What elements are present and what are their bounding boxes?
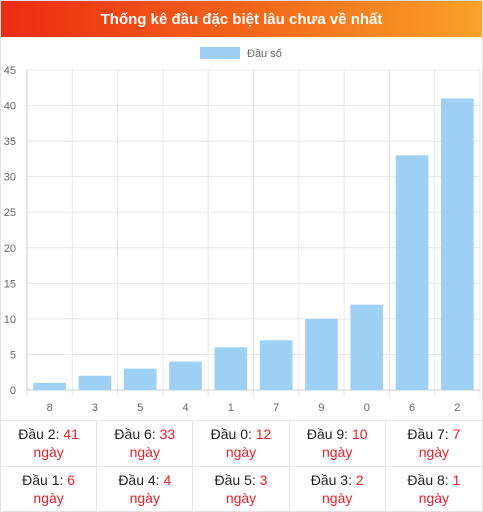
stat-value: 10 [351,426,368,443]
bar [395,155,429,390]
stat-cell: Đầu 8: 1 ngày [385,465,482,512]
stat-unit: ngày [33,489,64,506]
stat-cell: Đầu 2: 41 ngày [1,420,98,466]
bar [33,382,66,390]
stat-label: Đầu 1: [22,471,64,488]
y-tick-label: 5 [10,349,16,361]
stat-unit: ngày [322,444,353,461]
stat-unit: ngày [225,444,257,461]
stat-label: Đầu 3: [310,471,352,488]
y-tick-label: 45 [4,65,16,77]
stat-cell: Đầu 1: 6 ngày [1,465,98,511]
y-tick-label: 0 [10,385,16,397]
stat-value: 7 [452,426,461,443]
y-tick-label: 40 [4,101,16,113]
y-tick-label: 20 [4,243,16,255]
y-tick-label: 35 [4,136,16,148]
stat-cell: Đầu 5: 3 ngày [193,465,290,511]
x-tick-label: 1 [228,402,234,414]
stat-unit: ngày [129,444,160,461]
bar [169,361,202,390]
stat-value: 12 [255,426,272,443]
x-tick-label: 9 [318,402,324,414]
stat-unit: ngày [418,489,450,506]
stat-unit: ngày [33,444,64,461]
x-tick-label: 2 [454,402,460,414]
stat-label: Đầu 6: [114,426,156,443]
stat-value: 1 [452,471,461,488]
header-bar: Thống kê đầu đặc biệt lâu chưa về nhất [1,1,482,37]
y-tick-label: 30 [4,172,16,184]
stat-label: Đầu 9: [306,426,349,443]
legend: Đầu số [200,47,282,60]
stat-value: 41 [63,426,79,443]
stat-label: Đầu 2: [18,426,60,443]
x-tick-label: 4 [182,402,188,414]
x-tick-label: 5 [137,402,143,414]
page-title: Thống kê đầu đặc biệt lâu chưa về nhất [100,10,383,28]
stats-grid: Đầu 2: 41 ngày Đầu 6: 33 ngày Đầu 0: 12 ngà… [1,420,482,511]
bar [305,318,338,390]
x-tick-label: 0 [364,402,370,414]
bar [214,347,248,390]
stat-value: 3 [259,471,268,488]
x-tick-label: 3 [92,402,98,414]
stat-cell: Đầu 4: 4 ngày [97,465,194,511]
legend-swatch [200,47,240,59]
x-tick-label: 7 [273,402,279,414]
bar [441,98,474,390]
stat-unit: ngày [129,489,160,506]
stat-label: Đầu 5: [214,471,256,488]
stat-label: Đầu 4: [118,471,160,488]
stat-cell: Đầu 7: 7 ngày [385,420,482,466]
bar [123,368,157,390]
bar [78,375,112,390]
stat-unit: ngày [322,489,353,506]
stat-cell: Đầu 6: 33 ngày [97,420,194,466]
y-tick-label: 10 [4,314,16,326]
x-tick-label: 6 [409,402,415,414]
stat-value: 6 [67,471,76,488]
bar [350,304,384,390]
stat-value: 2 [355,471,364,488]
stat-label: Đầu 0: [210,426,252,443]
x-tick-label: 8 [47,402,53,414]
stat-cell: Đầu 0: 12 ngày [193,420,290,466]
stat-label: Đầu 8: [407,471,449,488]
stat-unit: ngày [418,444,450,461]
stat-value: 33 [159,426,176,443]
stat-cell: Đầu 9: 10 ngày [289,420,386,466]
y-tick-label: 25 [4,207,16,219]
stat-label: Đầu 7: [407,426,449,443]
bar [259,340,293,390]
y-tick-label: 15 [4,278,16,290]
stat-value: 4 [163,471,172,488]
stat-unit: ngày [225,489,257,506]
stat-cell: Đầu 3: 2 ngày [289,465,386,511]
legend-label: Đầu số [247,48,282,60]
